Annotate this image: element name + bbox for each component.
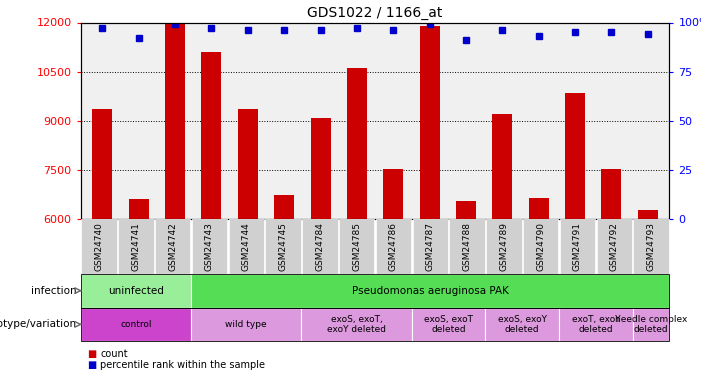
Text: genotype/variation: genotype/variation [0, 320, 76, 329]
Text: GSM24785: GSM24785 [352, 222, 361, 271]
Bar [311, 118, 330, 219]
Text: GSM24789: GSM24789 [499, 222, 508, 271]
Text: GSM24786: GSM24786 [389, 222, 398, 271]
Bar [201, 52, 222, 219]
Bar [565, 93, 585, 219]
Text: GSM24792: GSM24792 [610, 222, 619, 271]
Bar [601, 168, 621, 219]
Text: control: control [120, 320, 151, 329]
Text: exoS, exoT
deleted: exoS, exoT deleted [424, 315, 473, 334]
Text: GSM24787: GSM24787 [426, 222, 435, 271]
Bar [93, 110, 112, 219]
Text: GSM24742: GSM24742 [168, 222, 177, 271]
Bar [129, 199, 149, 219]
Text: needle complex
deleted: needle complex deleted [615, 315, 687, 334]
Text: GSM24790: GSM24790 [536, 222, 545, 271]
Bar [456, 201, 476, 219]
Text: exoT, exoY
deleted: exoT, exoY deleted [571, 315, 620, 334]
Text: GSM24740: GSM24740 [95, 222, 104, 271]
Text: wild type: wild type [226, 320, 267, 329]
Text: uninfected: uninfected [108, 286, 164, 296]
Text: infection: infection [31, 286, 76, 296]
Title: GDS1022 / 1166_at: GDS1022 / 1166_at [307, 6, 443, 20]
Bar [165, 22, 185, 219]
Text: GSM24791: GSM24791 [573, 222, 582, 271]
Text: ■: ■ [88, 360, 97, 370]
Text: count: count [100, 349, 128, 359]
Text: GSM24741: GSM24741 [131, 222, 140, 271]
Bar [529, 198, 549, 219]
Text: GSM24744: GSM24744 [242, 222, 251, 271]
Bar [492, 114, 512, 219]
Text: GSM24743: GSM24743 [205, 222, 214, 271]
Text: exoS, exoT,
exoY deleted: exoS, exoT, exoY deleted [327, 315, 386, 334]
Text: GSM24745: GSM24745 [278, 222, 287, 271]
Text: exoS, exoY
deleted: exoS, exoY deleted [498, 315, 547, 334]
Bar [638, 210, 658, 219]
Bar [420, 26, 440, 219]
Bar [383, 168, 403, 219]
Text: GSM24793: GSM24793 [646, 222, 655, 271]
Text: ■: ■ [88, 349, 97, 359]
Text: GSM24784: GSM24784 [315, 222, 325, 271]
Text: percentile rank within the sample: percentile rank within the sample [100, 360, 265, 370]
Text: GSM24788: GSM24788 [463, 222, 472, 271]
Bar [238, 110, 258, 219]
Bar [347, 68, 367, 219]
Text: Pseudomonas aeruginosa PAK: Pseudomonas aeruginosa PAK [352, 286, 509, 296]
Bar [274, 195, 294, 219]
